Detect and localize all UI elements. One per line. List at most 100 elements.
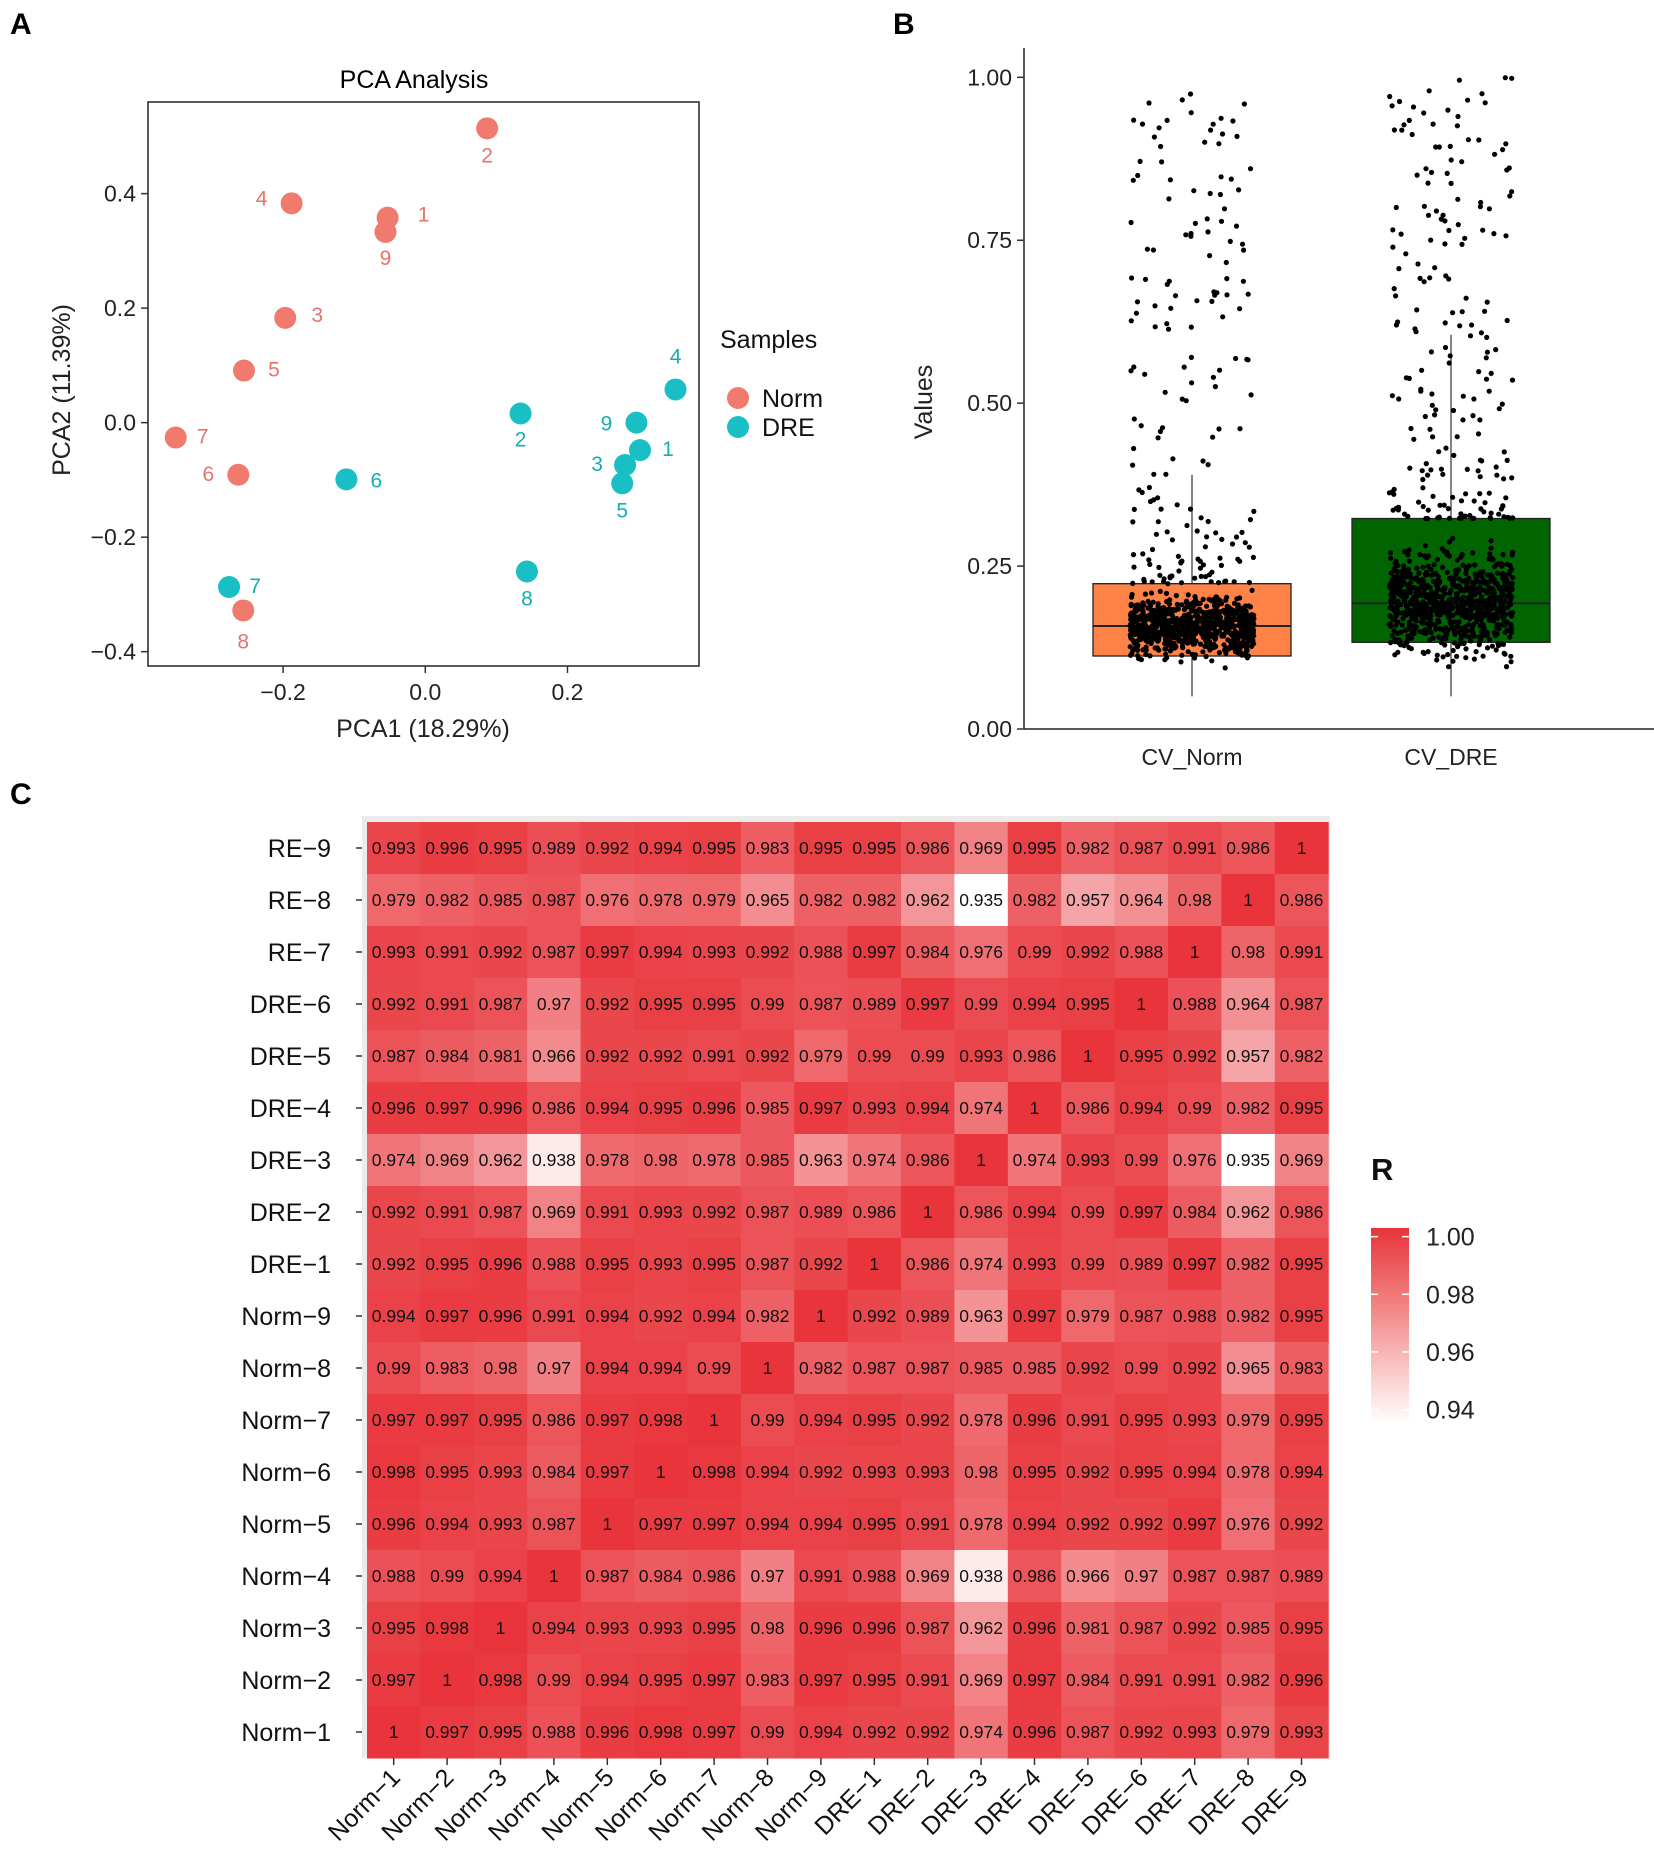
- box-jitter-point: [1164, 281, 1170, 287]
- box-jitter-point: [1173, 593, 1179, 599]
- heatmap-cell: [1168, 1082, 1222, 1135]
- box-jitter-point: [1128, 627, 1134, 633]
- box-jitter-point: [1150, 613, 1156, 619]
- heatmap-cell: [794, 978, 849, 1031]
- heatmap-y-tick-label: RE−7: [268, 939, 331, 967]
- heatmap-cell: [1061, 1290, 1116, 1343]
- box-jitter-point: [1447, 620, 1454, 626]
- box-jitter-point: [1475, 608, 1481, 614]
- heatmap-cell-value: 0.988: [532, 1254, 576, 1274]
- heatmap-cell: [473, 1446, 528, 1499]
- heatmap-cell-value: 0.995: [1280, 1254, 1324, 1274]
- heatmap-cell: [1274, 1186, 1329, 1239]
- pca-point-label: 7: [197, 426, 209, 449]
- box-jitter-point: [1425, 592, 1431, 598]
- heatmap-cell-value: 0.98: [964, 1462, 998, 1482]
- box-jitter-point: [1432, 412, 1438, 418]
- heatmap-cell: [901, 978, 955, 1031]
- heatmap-cell: [954, 1602, 1009, 1655]
- box-jitter-point: [1241, 247, 1247, 253]
- box-jitter-point: [1473, 619, 1480, 625]
- box-jitter-point: [1430, 493, 1436, 499]
- box-jitter-point: [1229, 541, 1236, 547]
- box-jitter-point: [1471, 498, 1477, 504]
- heatmap-cell: [954, 1290, 1009, 1343]
- heatmap-cell: [420, 1134, 475, 1187]
- heatmap-cell: [794, 1446, 849, 1499]
- box-jitter-point: [1178, 580, 1185, 586]
- heatmap-cell-value: 0.995: [1119, 1462, 1163, 1482]
- box-jitter-point: [1163, 590, 1170, 597]
- heatmap-cell-value: 0.997: [585, 1462, 629, 1482]
- pca-x-axis-title: PCA1 (18.29%): [336, 715, 510, 743]
- box-jitter-point: [1200, 596, 1206, 603]
- box-jitter-point: [1402, 511, 1408, 517]
- heatmap-cell: [527, 1134, 582, 1187]
- heatmap-cell: [1168, 822, 1222, 875]
- heatmap-cell: [954, 1342, 1009, 1395]
- heatmap-cell: [687, 1394, 742, 1447]
- heatmap-cell: [1168, 1290, 1222, 1343]
- heatmap-cell-value: 0.993: [1066, 1150, 1110, 1170]
- heatmap-cell: [740, 926, 795, 979]
- heatmap-cell: [634, 1290, 688, 1343]
- box-jitter-point: [1157, 428, 1163, 435]
- box-jitter-point: [1501, 476, 1507, 482]
- heatmap-cell-value: 0.998: [639, 1410, 683, 1430]
- heatmap-cell: [847, 1706, 902, 1759]
- heatmap-cell: [687, 822, 742, 875]
- box-jitter-point: [1416, 589, 1422, 596]
- heatmap-legend-colorbar: [1371, 1228, 1409, 1424]
- box-jitter-point: [1416, 570, 1422, 576]
- box-jitter-point: [1406, 582, 1412, 588]
- box-jitter-point: [1495, 570, 1501, 576]
- box-jitter-point: [1247, 166, 1254, 172]
- box-jitter-point: [1128, 635, 1134, 641]
- heatmap-cell-value: 0.974: [959, 1722, 1003, 1742]
- heatmap-cell-value: 0.988: [852, 1566, 896, 1586]
- box-jitter-point: [1228, 176, 1234, 182]
- box-jitter-point: [1455, 196, 1461, 202]
- heatmap-cell: [634, 1602, 688, 1655]
- heatmap-cell: [1168, 978, 1222, 1031]
- box-jitter-point: [1244, 356, 1250, 362]
- heatmap-cell-value: 0.995: [639, 1670, 683, 1690]
- box-jitter-point: [1391, 491, 1397, 497]
- box-jitter-point: [1509, 566, 1515, 572]
- heatmap-cell-value: 0.988: [1173, 1306, 1217, 1326]
- pca-x-tick-label: 0.2: [551, 679, 583, 705]
- box-jitter-point: [1235, 602, 1241, 608]
- pca-point-label: 1: [662, 438, 674, 461]
- box-jitter-point: [1224, 609, 1230, 615]
- box-jitter-point: [1185, 592, 1191, 598]
- box-jitter-point: [1155, 614, 1161, 621]
- box-jitter-point: [1424, 621, 1430, 627]
- box-jitter-point: [1466, 575, 1472, 581]
- heatmap-cell: [634, 1186, 688, 1239]
- box-jitter-point: [1204, 216, 1210, 222]
- heatmap-cell-value: 0.991: [425, 994, 469, 1014]
- heatmap-cell: [901, 1342, 955, 1395]
- box-jitter-point: [1163, 635, 1169, 641]
- pca-point-label: 3: [591, 453, 603, 476]
- box-jitter-point: [1458, 511, 1464, 517]
- heatmap-cell: [1114, 822, 1169, 875]
- heatmap-chart: 0.993 0.996 0.995 0.989 0.992 0.994 0.995 0.983…: [241, 816, 1475, 1847]
- box-jitter-point: [1446, 360, 1452, 366]
- box-jitter-point: [1440, 212, 1446, 218]
- heatmap-cell-value: 0.992: [372, 1202, 416, 1222]
- heatmap-cell-value: 0.991: [1173, 838, 1217, 858]
- pca-x-tick-label: 0.0: [409, 679, 441, 705]
- box-jitter-point: [1442, 320, 1448, 326]
- heatmap-cell: [1007, 874, 1062, 927]
- box-jitter-point: [1246, 618, 1252, 625]
- heatmap-cell: [1007, 1706, 1062, 1759]
- box-jitter-point: [1129, 591, 1135, 598]
- box-jitter-point: [1152, 624, 1158, 630]
- heatmap-cell: [367, 978, 421, 1031]
- box-jitter-point: [1234, 133, 1240, 139]
- box-jitter-point: [1429, 391, 1435, 397]
- box-jitter-point: [1434, 556, 1440, 563]
- box-jitter-point: [1394, 603, 1401, 609]
- box-jitter-point: [1506, 165, 1512, 171]
